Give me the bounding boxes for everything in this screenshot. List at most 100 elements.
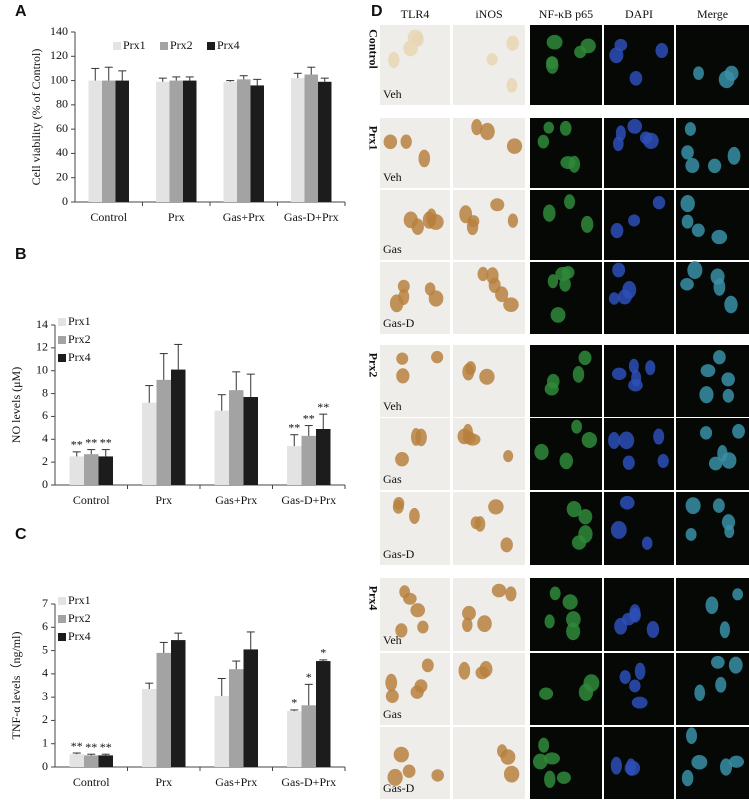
cell [480,122,495,141]
cell [705,596,719,615]
legend-label: Prx2 [170,38,193,52]
micrograph [530,25,602,105]
bar [156,652,171,767]
cell [543,204,556,222]
row-label: Veh [383,170,402,184]
error-bar [293,72,302,79]
legend-label: Prx2 [68,332,91,346]
y-tick-label: 10 [36,362,48,376]
cell [652,195,666,210]
error-bar [87,753,96,756]
micrograph [380,492,450,565]
cell [619,670,631,685]
legend-swatch [58,597,66,605]
micrograph [380,118,450,188]
cell [612,262,626,278]
bar [237,79,251,202]
cell [724,524,735,539]
cell [546,34,563,50]
cell [383,134,398,150]
error-bar [145,682,154,689]
cell [562,594,578,610]
error-bar [91,67,100,81]
error-bar [307,66,316,75]
significance-label: * [320,646,326,660]
legend-swatch [58,615,66,623]
cell [572,366,585,383]
bar [84,755,99,767]
error-bar [101,753,110,756]
micrograph [453,492,525,565]
cell [396,368,410,384]
x-tick-label: Prx [168,210,185,224]
cell [417,620,429,634]
cell [578,683,594,702]
error-bar [159,641,168,653]
bar [229,669,244,767]
cell [500,537,513,553]
cell [712,498,725,513]
cell [631,696,648,709]
x-tick-label: Gas-D+Prx [284,210,339,224]
cell [400,134,412,149]
bar [115,80,129,202]
cell [717,445,728,462]
error-bar [246,373,255,397]
bar [304,74,318,202]
cell [486,267,499,285]
cell [491,583,507,598]
cell [728,656,743,674]
cell [722,388,735,403]
cell [628,358,639,374]
bar [98,755,113,767]
cell [503,765,520,783]
cell [564,194,576,210]
significance-label: * [306,670,312,684]
bar [301,435,316,485]
cell [713,350,726,365]
cell [634,662,646,680]
bar [142,402,157,485]
cell [462,431,476,444]
error-bar [174,632,183,641]
cell [490,198,505,212]
cell [581,215,594,233]
group-label: Prx1 [366,126,380,151]
y-tick-label: 4 [42,666,48,680]
row-label: Veh [383,633,402,647]
bar [98,456,113,485]
cell [687,261,703,280]
cell [684,122,696,136]
legend-label: Prx4 [68,629,91,643]
cell [580,38,596,54]
error-bar [72,752,81,755]
cell [403,40,418,57]
cell [398,288,410,306]
cell [724,295,738,314]
row-label: Gas-D [383,316,415,330]
bar [316,429,331,485]
bar [156,379,171,485]
cell [578,508,593,525]
y-axis-label: TNF-α levels（ng/ml) [9,632,23,740]
cell [470,516,482,530]
cell [693,66,704,80]
cell [544,382,559,396]
y-tick-label: 6 [42,408,48,422]
cell [397,279,410,293]
cell [715,676,727,693]
column-header: Merge [697,7,728,21]
cell [710,268,725,285]
cell [507,213,518,228]
cell [544,614,555,629]
cell [581,431,598,448]
row-label: Gas-D [383,781,415,795]
error-bar [239,75,248,80]
cell [503,297,519,313]
legend-swatch [113,42,121,50]
bar [142,688,157,767]
bar [243,397,258,485]
bar [156,81,170,202]
cell [431,350,444,364]
group-label: Prx2 [366,353,380,378]
